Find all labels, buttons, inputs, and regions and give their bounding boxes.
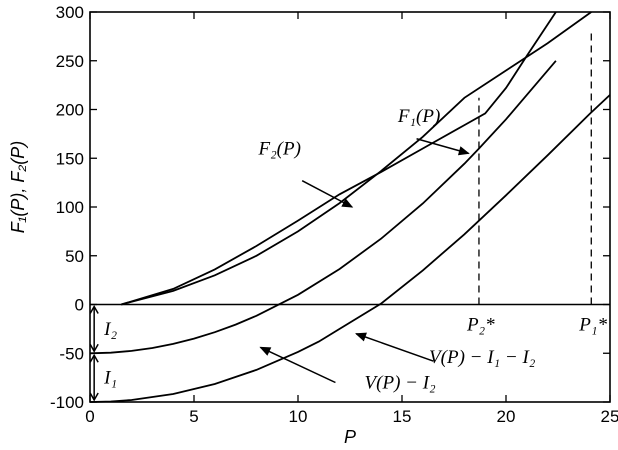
x-tick-label: 10 (289, 407, 308, 426)
ticks: 0 5 10 15 20 25 -100 -50 0 50 100 150 200 250 300 (50, 3, 618, 426)
y-tick-label: -50 (59, 344, 84, 363)
y-tick-label: 0 (75, 296, 84, 315)
series-line-1 (120, 11, 557, 306)
y-tick-label: 100 (56, 198, 84, 217)
i2-double-arrow-head-top (89, 304, 99, 314)
i1-label: I₁ (103, 368, 117, 389)
f2-pointer-head (341, 198, 354, 208)
y-tick-label: 200 (56, 101, 84, 120)
p2star-label: P₂* (466, 315, 495, 336)
series-line-2 (89, 60, 557, 355)
v-i2-pointer (260, 346, 336, 384)
p1star-label: P₁* (578, 315, 607, 336)
x-tick-label: 15 (393, 407, 412, 426)
y-tick-label: 50 (65, 247, 84, 266)
v-i2-pointer-head (259, 346, 272, 356)
x-tick-label: 0 (85, 407, 94, 426)
v-i1-i2-label: V(P) − I₁ − I₂ (429, 347, 536, 368)
f1-pointer-head (457, 146, 470, 156)
y-tick-label: -100 (50, 393, 84, 412)
curves (89, 11, 611, 403)
f2-label: F₂(P) (257, 138, 300, 159)
v-i1-i2-pointer (355, 333, 434, 362)
y-tick-label: 150 (56, 149, 84, 168)
v-i1-i2-pointer-head (355, 332, 367, 342)
i2-label: I₂ (103, 319, 117, 340)
y-axis-label: F₁(P), F₂(P) (8, 141, 28, 234)
x-axis-label: P (344, 427, 356, 447)
x-tick-label: 25 (601, 407, 618, 426)
annotations: P₂* P₁* I₂ I₁ F₁(P) F₂(P) V(P) − I₁ − I₂ V(P) −… (89, 29, 607, 402)
y-tick-label: 250 (56, 52, 84, 71)
i1-double-arrow-head-top (89, 353, 99, 363)
series-line-3 (89, 94, 611, 403)
i1-double-arrow-head-bottom (89, 392, 99, 402)
x-tick-label: 20 (497, 407, 516, 426)
x-tick-label: 5 (189, 407, 198, 426)
v-i2-label: V(P) − I₂ (365, 372, 437, 393)
series-line-0 (120, 11, 592, 306)
f1-label: F₁(P) (397, 106, 440, 127)
i2-double-arrow-head-bottom (89, 343, 99, 353)
y-tick-label: 300 (56, 3, 84, 22)
axes: P F₁(P), F₂(P) (8, 11, 611, 447)
